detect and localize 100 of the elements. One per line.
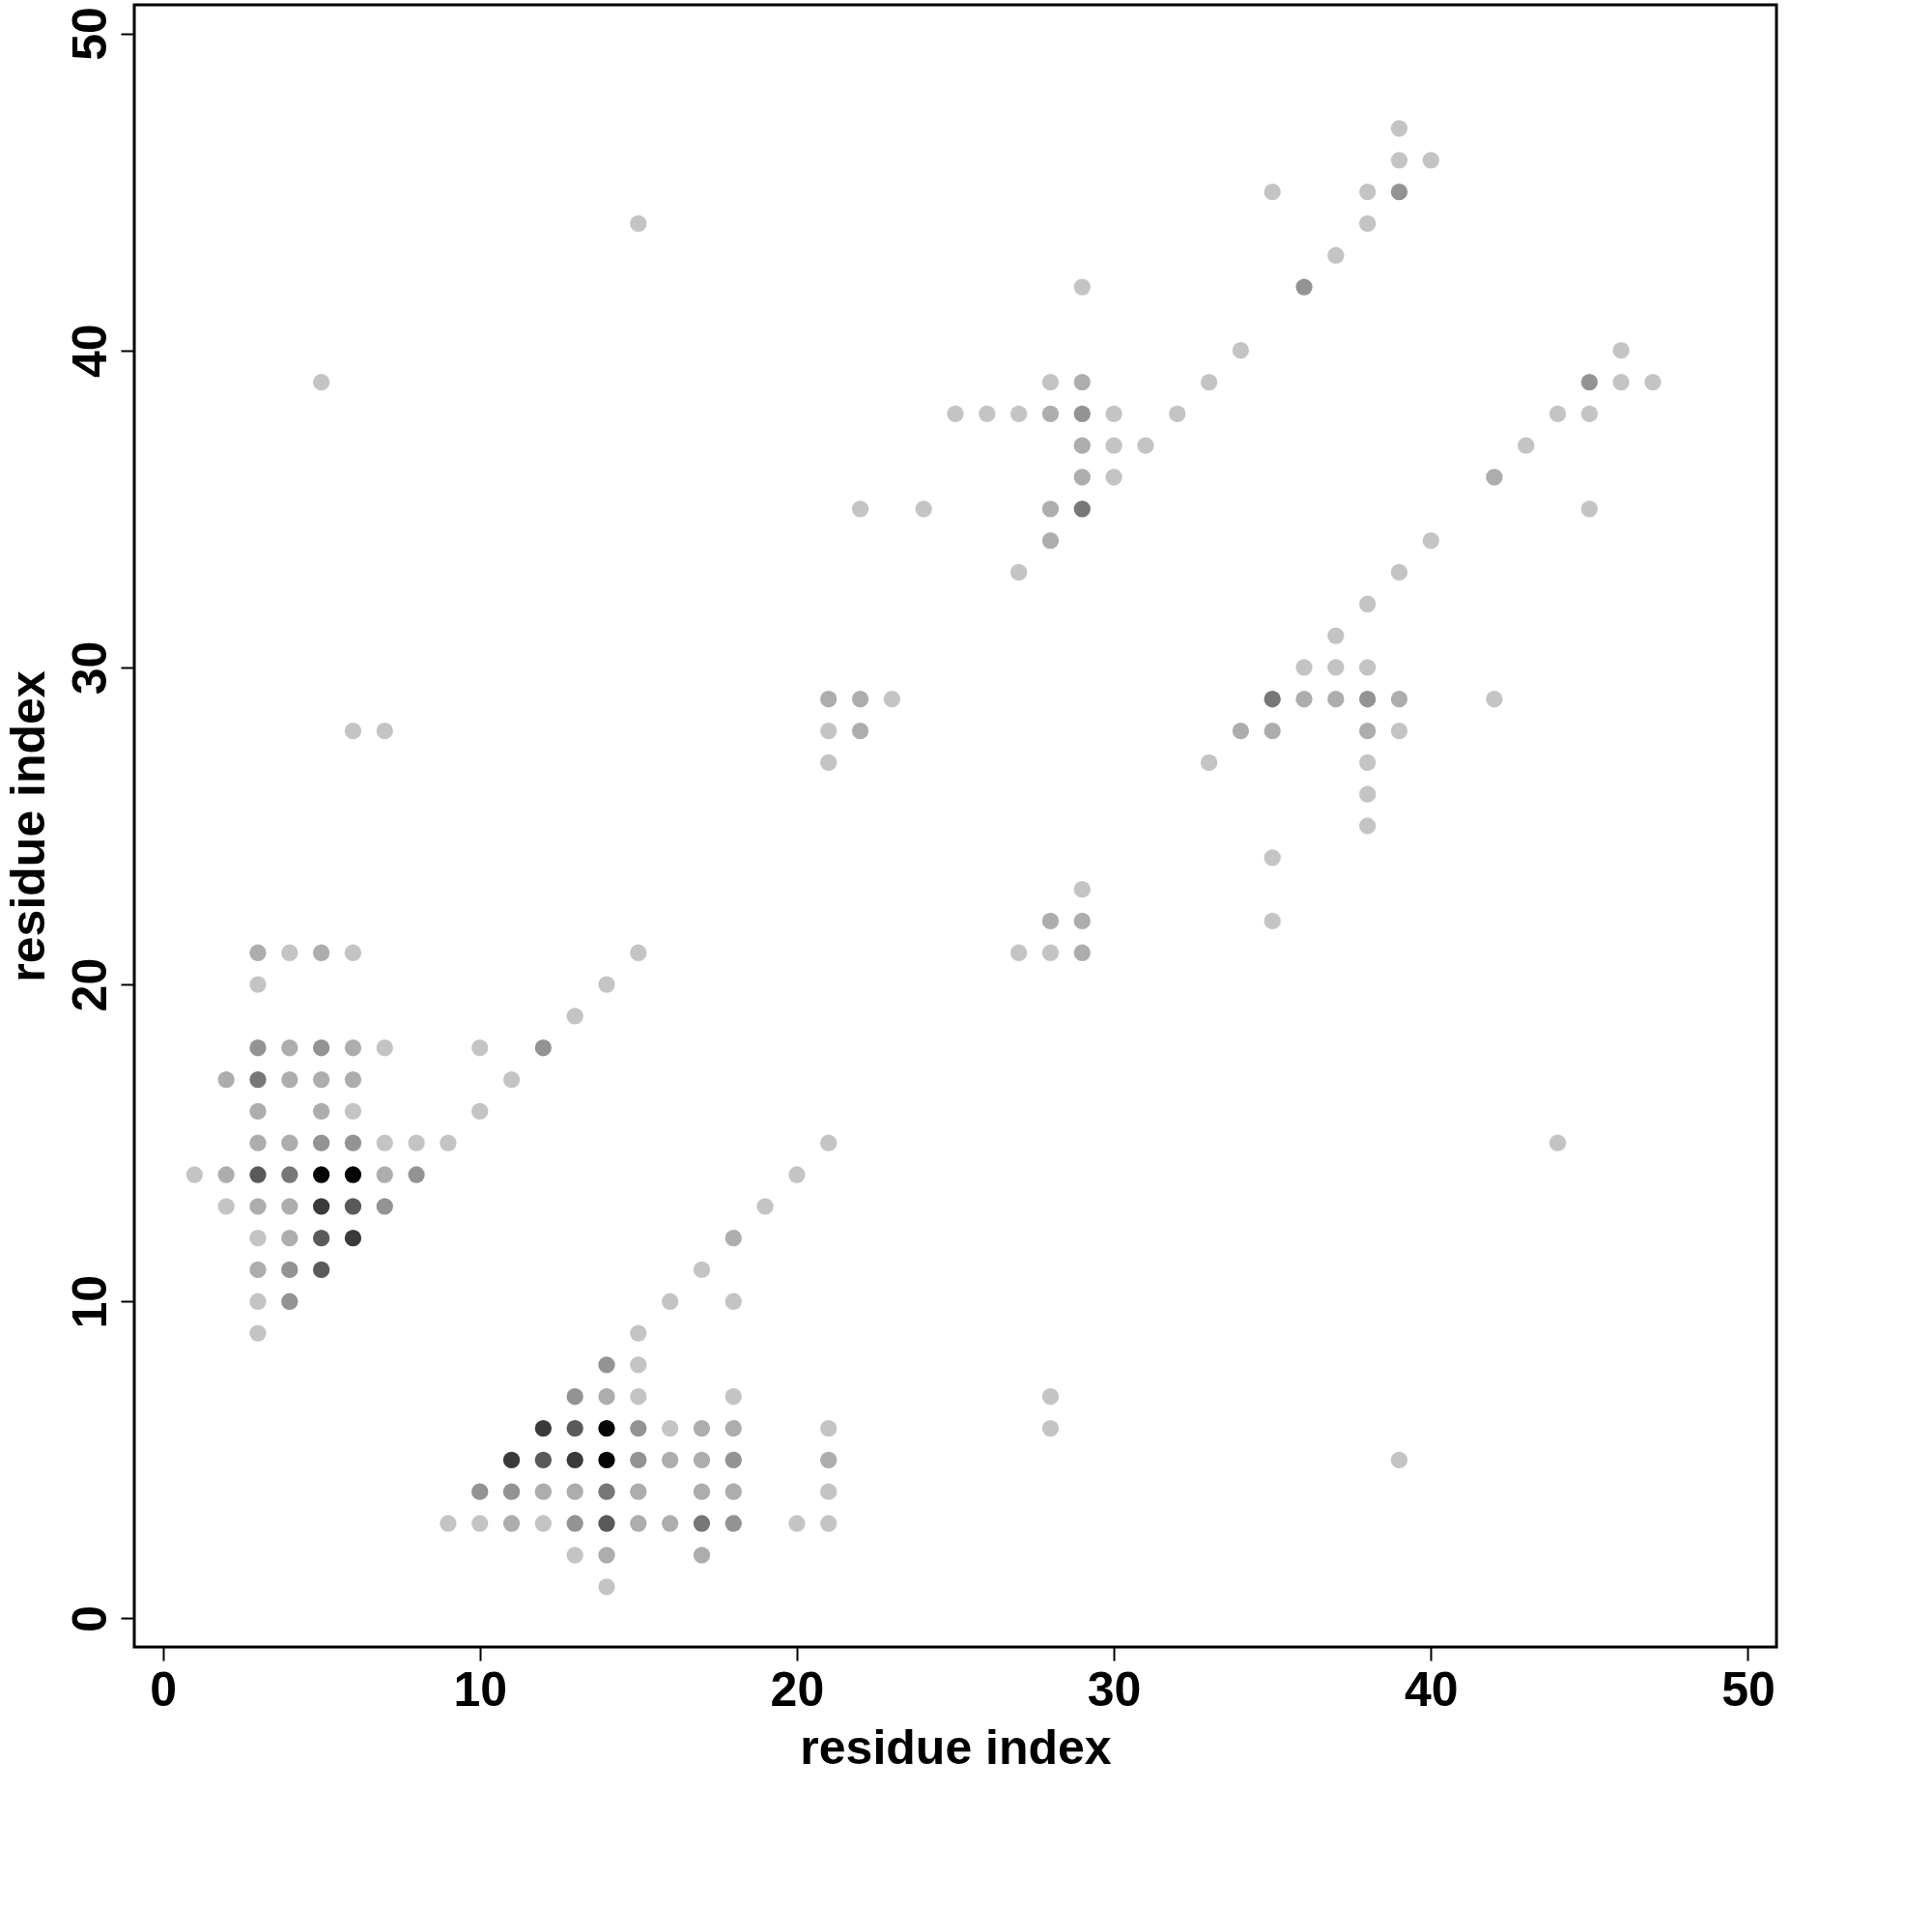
y-tick-label: 10 <box>62 1274 117 1329</box>
point <box>312 944 330 961</box>
point <box>1073 469 1091 486</box>
point <box>344 1134 362 1151</box>
x-tick-label: 50 <box>1721 1662 1776 1717</box>
point <box>1232 722 1250 740</box>
point <box>1041 531 1060 550</box>
point <box>661 1515 679 1532</box>
point <box>724 1419 742 1437</box>
point <box>661 1451 679 1469</box>
point <box>566 1451 583 1469</box>
point <box>1073 405 1091 422</box>
y-tick-label: 30 <box>62 640 117 696</box>
point <box>312 1039 330 1057</box>
point <box>598 1547 615 1564</box>
point <box>344 1039 362 1057</box>
point <box>471 1483 489 1500</box>
point <box>566 1483 583 1500</box>
point <box>1041 500 1060 518</box>
point <box>408 1166 425 1183</box>
point <box>693 1483 711 1500</box>
point <box>249 1102 267 1121</box>
point <box>1073 373 1091 391</box>
point <box>630 1419 647 1437</box>
point <box>249 1070 267 1089</box>
point <box>1073 500 1091 518</box>
point <box>281 1166 298 1183</box>
point <box>1580 373 1599 391</box>
point <box>598 1419 615 1437</box>
point <box>217 1166 235 1183</box>
point <box>249 1039 267 1057</box>
y-axis-title: residue index <box>0 670 55 982</box>
point <box>249 1261 267 1279</box>
point <box>566 1515 583 1532</box>
point <box>598 1451 615 1469</box>
point <box>724 1483 742 1500</box>
y-tick-label: 20 <box>62 957 117 1012</box>
point <box>312 1134 330 1151</box>
point <box>281 1261 298 1279</box>
point <box>534 1451 553 1469</box>
point <box>724 1451 742 1469</box>
point <box>534 1483 553 1500</box>
point <box>1073 437 1091 454</box>
point <box>598 1515 615 1532</box>
point <box>566 1419 583 1437</box>
point <box>630 1451 647 1469</box>
point <box>249 1166 267 1183</box>
point <box>1358 691 1377 708</box>
point <box>376 1166 393 1183</box>
point <box>281 1134 298 1151</box>
y-tick-label: 0 <box>62 1605 117 1633</box>
point <box>312 1198 330 1215</box>
point <box>630 1483 647 1500</box>
point <box>281 1293 298 1310</box>
point <box>851 722 869 740</box>
point <box>1358 722 1377 740</box>
point <box>281 1039 298 1057</box>
point <box>566 1388 583 1406</box>
point <box>1073 944 1091 961</box>
point <box>312 1230 330 1247</box>
point <box>312 1166 330 1183</box>
point <box>851 691 869 708</box>
x-tick-label: 0 <box>150 1662 177 1717</box>
x-tick-label: 10 <box>453 1662 508 1717</box>
point <box>281 1230 298 1247</box>
point <box>312 1070 330 1089</box>
point <box>502 1515 521 1532</box>
point <box>1295 691 1313 708</box>
point <box>1073 912 1091 930</box>
point <box>820 1451 838 1469</box>
point <box>502 1483 521 1500</box>
point <box>598 1356 615 1374</box>
x-axis-title: residue index <box>800 1719 1112 1775</box>
point <box>1264 722 1281 740</box>
point <box>598 1483 615 1500</box>
point <box>312 1102 330 1121</box>
point <box>1486 469 1503 486</box>
point <box>820 691 838 708</box>
point <box>534 1039 553 1057</box>
point <box>249 1134 267 1151</box>
point <box>1264 691 1281 708</box>
x-tick-label: 40 <box>1404 1662 1459 1717</box>
x-tick-label: 30 <box>1087 1662 1142 1717</box>
point <box>312 1261 330 1279</box>
point <box>502 1451 521 1469</box>
point <box>1327 691 1345 708</box>
point <box>693 1419 711 1437</box>
y-tick-label: 50 <box>62 7 117 61</box>
point <box>217 1070 235 1089</box>
point <box>724 1515 742 1532</box>
point <box>693 1515 711 1532</box>
point <box>1041 405 1060 422</box>
point <box>1041 912 1060 930</box>
point <box>344 1230 362 1247</box>
x-tick-label: 20 <box>770 1662 825 1717</box>
point <box>693 1451 711 1469</box>
y-tick-label: 40 <box>62 324 117 379</box>
point <box>534 1419 553 1437</box>
point <box>1295 278 1313 296</box>
point <box>598 1388 615 1406</box>
